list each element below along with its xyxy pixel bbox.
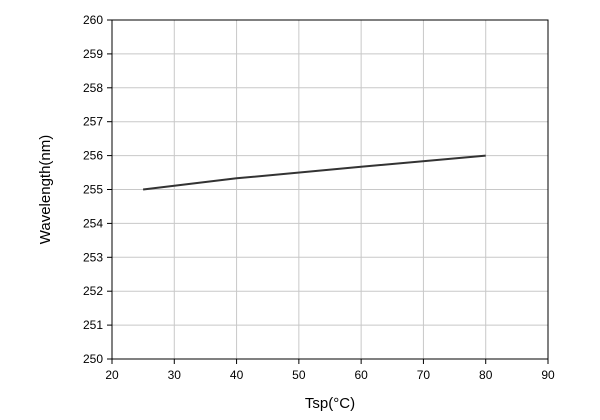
y-tick-label: 258 bbox=[83, 81, 103, 95]
y-tick-label: 251 bbox=[83, 318, 103, 332]
x-tick-label: 30 bbox=[168, 368, 182, 382]
x-tick-label: 50 bbox=[292, 368, 306, 382]
x-axis-ticks: 20 30 40 50 60 70 80 90 bbox=[105, 359, 555, 382]
y-axis-label: Wavelength(nm) bbox=[37, 135, 54, 244]
x-tick-label: 80 bbox=[479, 368, 493, 382]
x-tick-label: 40 bbox=[230, 368, 244, 382]
x-tick-label: 20 bbox=[105, 368, 119, 382]
y-tick-label: 255 bbox=[83, 183, 103, 197]
y-tick-label: 257 bbox=[83, 115, 103, 129]
plot-area-frame bbox=[111, 19, 549, 360]
y-tick-label: 259 bbox=[83, 47, 103, 61]
series-line bbox=[142, 154, 486, 191]
y-tick-label: 250 bbox=[83, 352, 103, 366]
y-tick-label: 252 bbox=[83, 284, 103, 298]
x-tick-label: 90 bbox=[541, 368, 555, 382]
series-layer bbox=[142, 154, 486, 191]
y-axis-ticks: 250 251 252 253 254 255 256 257 258 259 260 bbox=[83, 13, 112, 366]
y-tick-label: 254 bbox=[83, 216, 103, 230]
grid-lines bbox=[112, 20, 548, 359]
x-axis-label: Tsp(°C) bbox=[305, 395, 355, 412]
x-tick-label: 70 bbox=[417, 368, 431, 382]
y-tick-label: 260 bbox=[83, 13, 103, 27]
y-tick-label: 256 bbox=[83, 149, 103, 163]
y-tick-label: 253 bbox=[83, 250, 103, 264]
x-tick-label: 60 bbox=[354, 368, 368, 382]
